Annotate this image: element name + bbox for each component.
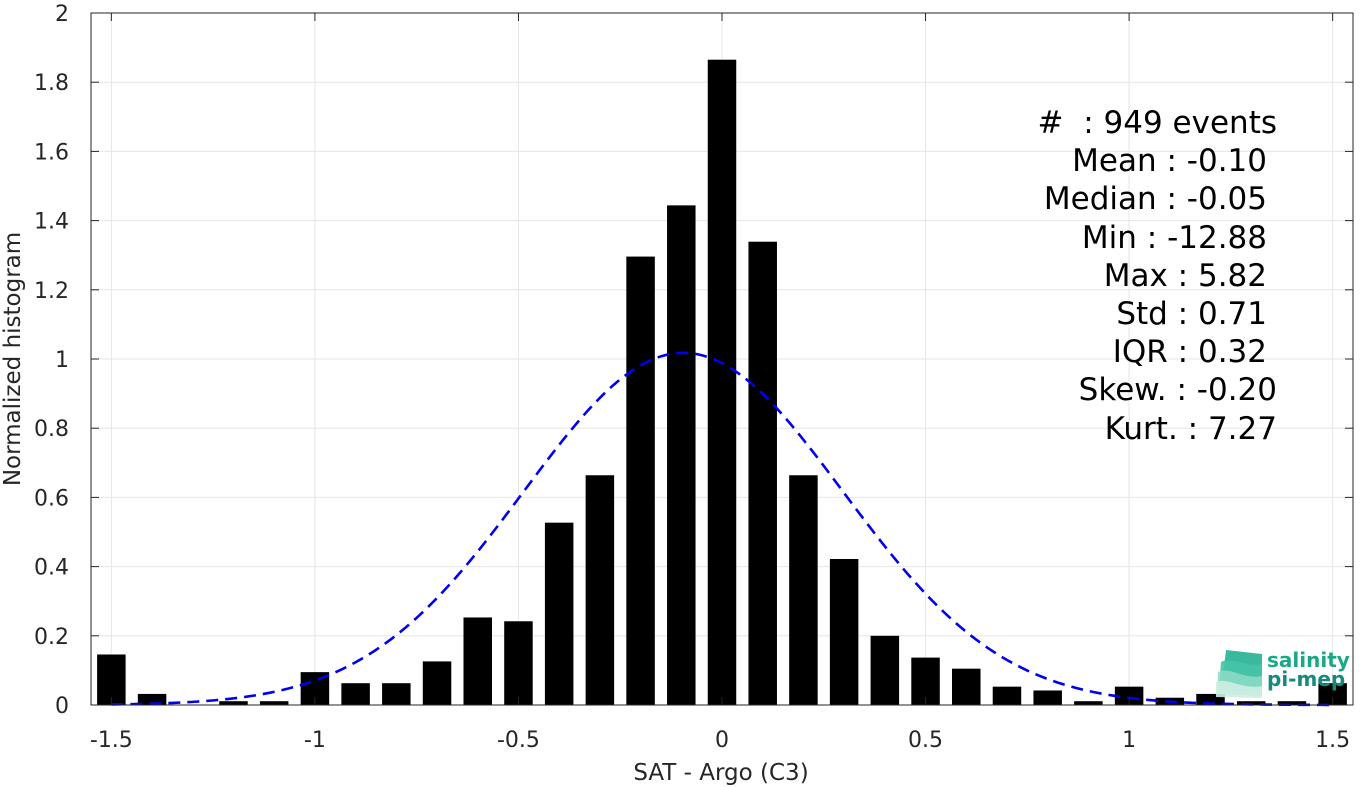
y-tick-label: 0.6: [34, 486, 69, 511]
stat-min: Min : -12.88: [1082, 220, 1267, 256]
histogram-bar: [870, 635, 900, 705]
y-tick-label: 0: [55, 694, 69, 719]
y-tick-label: 1: [55, 348, 69, 373]
histogram-bar: [504, 621, 533, 705]
x-tick-label: 0: [715, 728, 729, 753]
stats-annotation: # : 949 events Mean : -0.10 Median : -0.…: [1038, 105, 1277, 447]
stat-mean: Mean : -0.10: [1072, 143, 1267, 179]
histogram-bar: [259, 701, 289, 705]
histogram-bar: [382, 683, 411, 705]
x-tick-label: 1: [1122, 728, 1136, 753]
logo-text-salinity: salinity: [1267, 648, 1350, 672]
stat-events: # : 949 events: [1038, 105, 1277, 141]
stat-iqr: IQR : 0.32: [1113, 334, 1267, 370]
histogram-bar: [341, 683, 370, 705]
x-tick-label: 1.5: [1315, 728, 1350, 753]
histogram-bar: [544, 522, 574, 705]
histogram-bar: [463, 617, 492, 705]
y-tick-label: 0.8: [34, 417, 69, 442]
stat-skew: Skew. : -0.20: [1079, 372, 1277, 408]
histogram-bar: [626, 256, 655, 705]
stat-kurt: Kurt. : 7.27: [1105, 411, 1277, 447]
x-tick-label: -1: [304, 728, 326, 753]
logo-text-pimep: pi-mep: [1267, 667, 1345, 691]
y-tick-label: 2: [55, 2, 69, 27]
y-tick-label: 1.6: [34, 140, 69, 165]
histogram-bar: [667, 205, 696, 705]
wave-logo-icon: [1216, 650, 1262, 698]
histogram-bar: [992, 686, 1022, 705]
stat-max: Max : 5.82: [1104, 258, 1267, 294]
histogram-bar: [137, 693, 167, 705]
histogram-bar: [1277, 701, 1307, 705]
y-tick-label: 0.4: [34, 556, 69, 581]
axis-ticks: [91, 12, 1353, 706]
histogram-bar: [422, 661, 452, 705]
histogram-bar: [97, 654, 126, 705]
histogram-bar: [585, 475, 615, 705]
stat-std: Std : 0.71: [1116, 296, 1267, 332]
x-tick-labels: -1.5 -1 -0.5 0 0.5 1 1.5: [90, 728, 1350, 753]
histogram-bar: [1196, 693, 1225, 705]
histogram-bar: [1114, 686, 1144, 705]
histogram-bars: [97, 59, 1347, 705]
y-tick-labels: 0 0.2 0.4 0.6 0.8 1 1.2 1.4 1.6 1.8 2: [34, 2, 69, 719]
histogram-bar: [748, 241, 777, 705]
salinity-pimep-logo: salinity pi-mep: [1216, 648, 1350, 698]
histogram-bar: [829, 558, 859, 705]
y-axis-title: Normalized histogram: [0, 232, 26, 486]
histogram-bar: [1318, 683, 1347, 705]
x-tick-label: 0.5: [908, 728, 943, 753]
y-tick-label: 1.8: [34, 71, 69, 96]
y-tick-label: 1.4: [34, 210, 69, 235]
y-tick-label: 0.2: [34, 625, 69, 650]
x-tick-label: -0.5: [497, 728, 540, 753]
stat-median: Median : -0.05: [1044, 181, 1267, 217]
histogram-bar: [789, 475, 818, 705]
histogram-bar: [219, 701, 248, 705]
histogram-bar: [707, 59, 737, 705]
y-tick-label: 1.2: [34, 279, 69, 304]
x-axis-title: SAT - Argo (C3): [633, 760, 808, 786]
histogram-bar: [1033, 690, 1062, 705]
histogram-bar: [1074, 701, 1103, 705]
histogram-bar: [952, 668, 981, 705]
x-tick-label: -1.5: [90, 728, 133, 753]
